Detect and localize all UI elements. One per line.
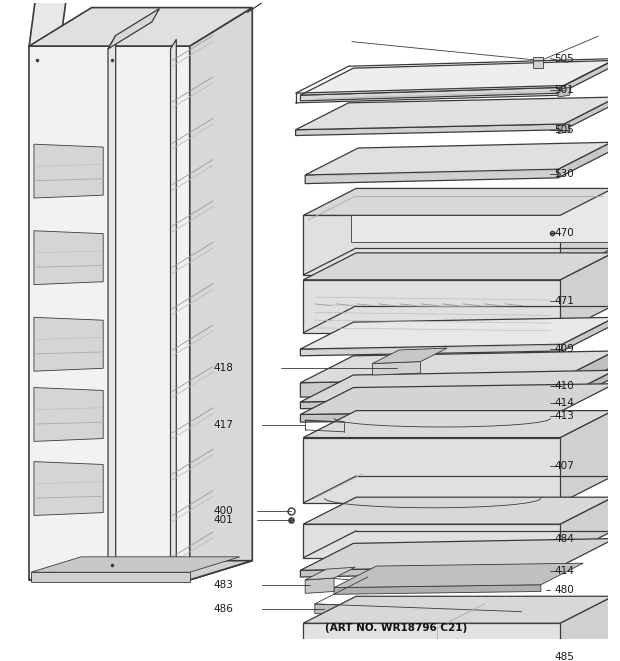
Polygon shape (373, 362, 420, 375)
Polygon shape (29, 0, 68, 46)
Polygon shape (31, 572, 190, 582)
Polygon shape (560, 188, 613, 275)
Text: 417: 417 (214, 420, 234, 430)
Polygon shape (303, 215, 560, 275)
Polygon shape (300, 539, 615, 570)
Text: 485: 485 (554, 652, 574, 661)
Polygon shape (108, 9, 159, 49)
Text: 505: 505 (554, 125, 574, 135)
Text: 484: 484 (554, 533, 574, 543)
Polygon shape (300, 383, 615, 414)
Text: 409: 409 (554, 344, 574, 354)
Polygon shape (300, 317, 615, 349)
Polygon shape (108, 36, 116, 577)
Polygon shape (300, 344, 562, 356)
Polygon shape (170, 40, 176, 577)
Polygon shape (300, 370, 615, 402)
Text: 505: 505 (554, 54, 574, 63)
Text: 486: 486 (214, 603, 234, 614)
Polygon shape (305, 169, 558, 184)
Polygon shape (373, 348, 447, 364)
Text: 401: 401 (214, 516, 234, 525)
Text: 414: 414 (554, 566, 574, 576)
Polygon shape (558, 87, 570, 97)
Polygon shape (34, 317, 103, 371)
Polygon shape (303, 524, 560, 558)
Polygon shape (29, 561, 252, 580)
Polygon shape (300, 566, 562, 577)
Polygon shape (305, 142, 611, 175)
Text: 407: 407 (554, 461, 574, 471)
Text: 470: 470 (554, 227, 574, 238)
Polygon shape (560, 596, 613, 661)
Text: 418: 418 (214, 364, 234, 373)
Polygon shape (34, 387, 103, 442)
Polygon shape (334, 563, 583, 588)
Polygon shape (533, 57, 542, 68)
Text: 480: 480 (554, 584, 574, 594)
Text: 530: 530 (554, 169, 574, 179)
Text: 413: 413 (554, 411, 574, 422)
Polygon shape (564, 97, 617, 130)
Text: 501: 501 (554, 85, 574, 95)
Polygon shape (351, 191, 608, 242)
Polygon shape (34, 144, 103, 198)
Polygon shape (560, 253, 613, 332)
Polygon shape (303, 280, 560, 332)
Text: 483: 483 (214, 580, 234, 590)
Polygon shape (562, 370, 615, 404)
Polygon shape (560, 61, 613, 93)
Polygon shape (300, 378, 562, 397)
Polygon shape (560, 497, 613, 558)
Polygon shape (190, 7, 252, 580)
Polygon shape (303, 497, 613, 524)
Polygon shape (303, 596, 613, 623)
Text: 414: 414 (554, 398, 574, 408)
Polygon shape (560, 410, 613, 503)
Polygon shape (34, 231, 103, 285)
Text: (ART NO. WR18796 C21): (ART NO. WR18796 C21) (326, 623, 467, 633)
Polygon shape (300, 397, 562, 408)
Polygon shape (31, 557, 240, 572)
Polygon shape (29, 46, 190, 580)
Polygon shape (34, 461, 103, 516)
Polygon shape (300, 410, 562, 422)
Text: 400: 400 (214, 506, 234, 516)
Polygon shape (303, 253, 613, 280)
Polygon shape (303, 188, 613, 215)
Text: 471: 471 (554, 296, 574, 306)
Polygon shape (296, 97, 617, 130)
Polygon shape (303, 623, 560, 661)
Polygon shape (300, 61, 613, 95)
Polygon shape (562, 351, 615, 393)
Polygon shape (305, 567, 355, 580)
Polygon shape (558, 124, 570, 134)
Polygon shape (300, 351, 615, 383)
Polygon shape (29, 7, 252, 46)
Polygon shape (300, 87, 560, 101)
Polygon shape (296, 124, 564, 136)
Polygon shape (315, 604, 521, 621)
Polygon shape (558, 142, 611, 178)
Polygon shape (562, 317, 615, 351)
Polygon shape (303, 410, 613, 438)
Polygon shape (334, 585, 541, 594)
Text: 410: 410 (554, 381, 574, 391)
Polygon shape (303, 438, 560, 503)
Polygon shape (305, 578, 334, 594)
